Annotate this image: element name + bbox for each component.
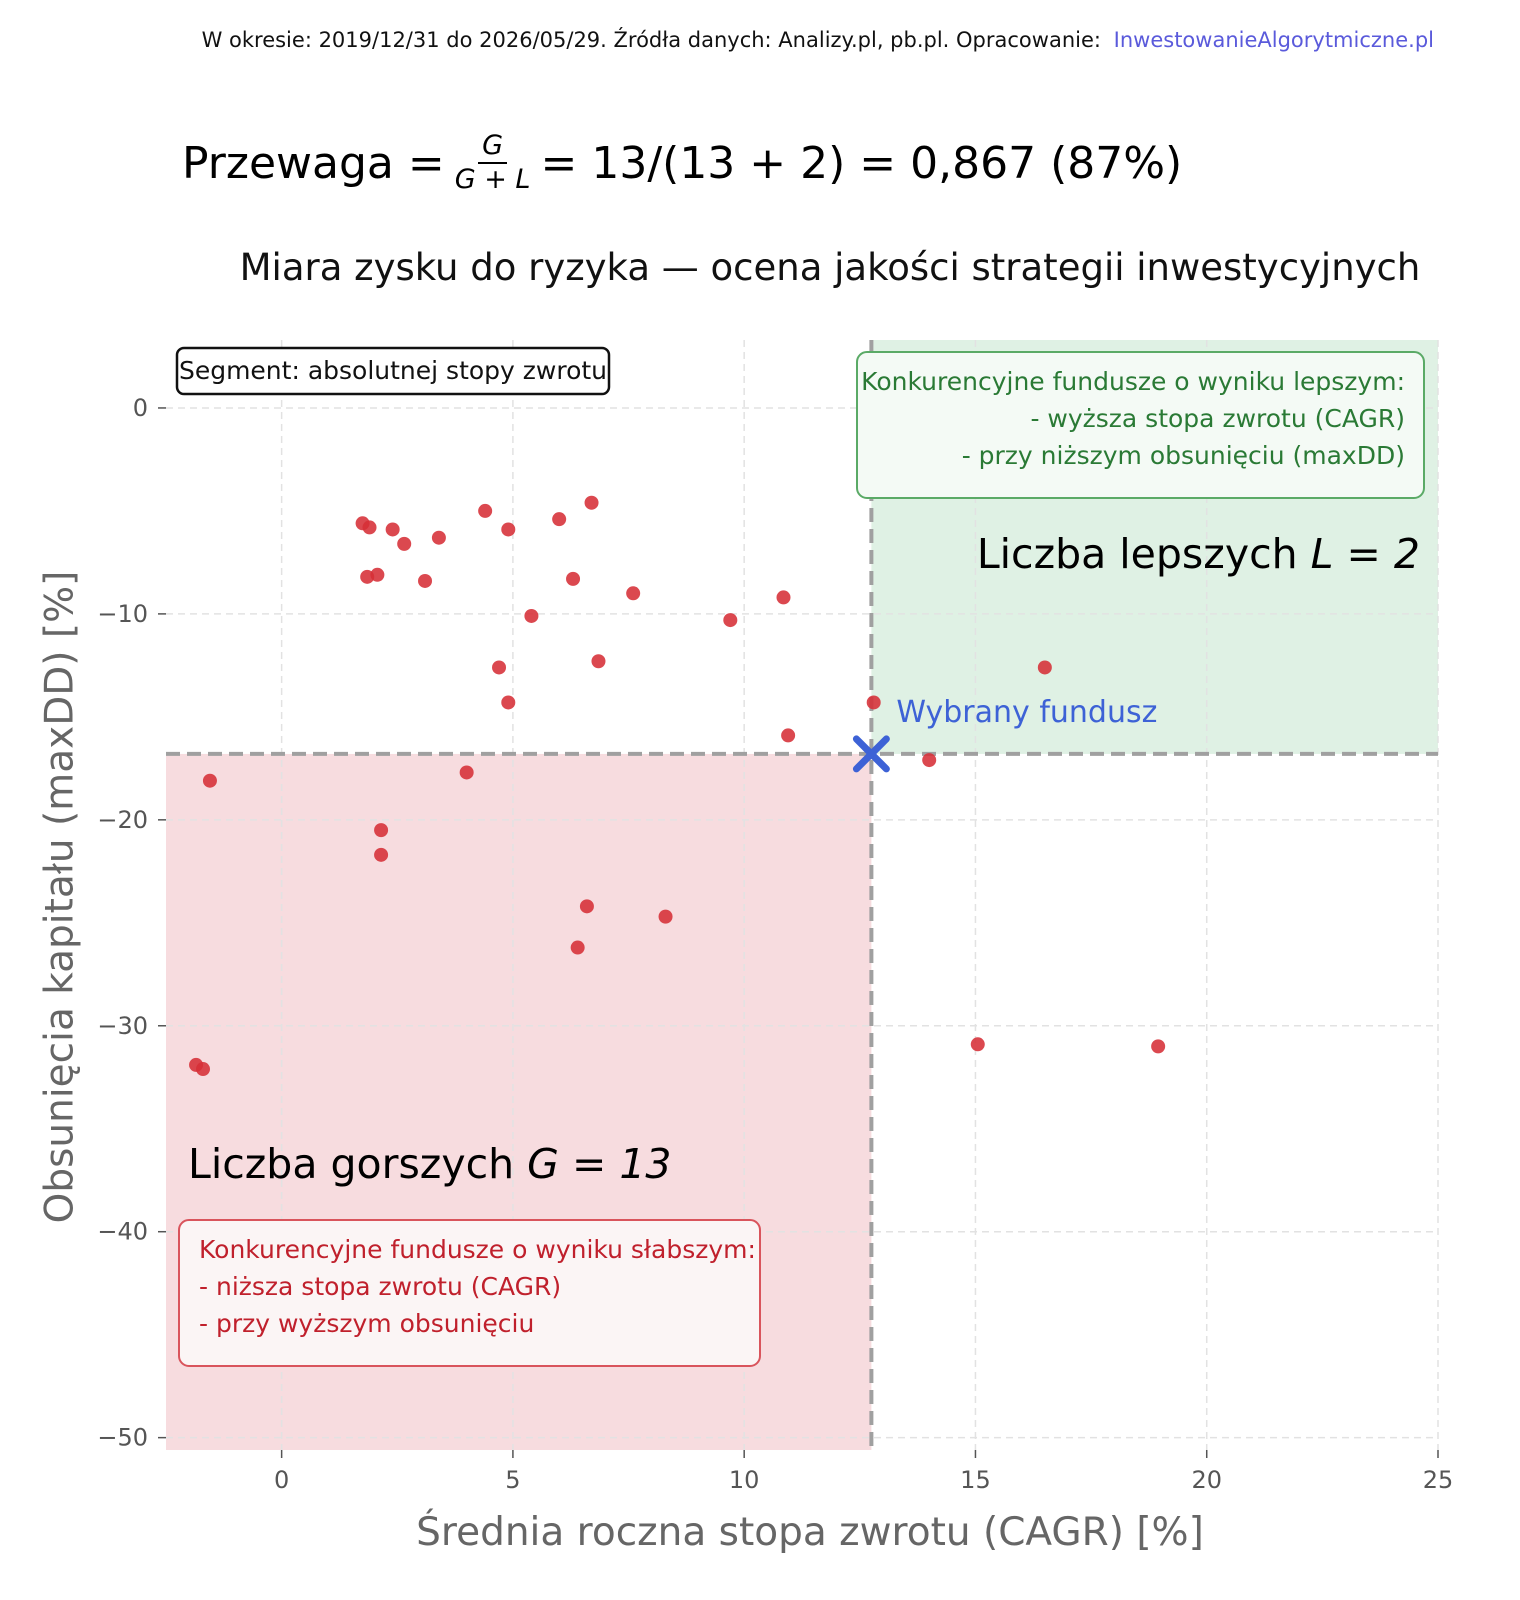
y-axis-label: Obsunięcia kapitału (maxDD) [%] bbox=[37, 570, 83, 1224]
fund-point bbox=[362, 520, 377, 535]
formula-rhs: = 13/(13 + 2) = 0,867 (87%) bbox=[540, 137, 1183, 189]
worse-info-line: Konkurencyjne fundusze o wyniku słabszym… bbox=[199, 1235, 756, 1264]
x-tick-label: 0 bbox=[274, 1466, 289, 1494]
better-count-label: Liczba lepszych bbox=[977, 530, 1311, 578]
y-tick-label: −30 bbox=[97, 1012, 148, 1040]
fund-point bbox=[501, 522, 516, 537]
better-info-box bbox=[856, 351, 1425, 499]
fund-point bbox=[418, 573, 433, 588]
better-count-value: L = 2 bbox=[1311, 530, 1420, 578]
fund-point bbox=[1151, 1039, 1166, 1054]
better-info-line: Konkurencyjne fundusze o wyniku lepszym: bbox=[861, 367, 1405, 396]
formula-lhs: Przewaga = bbox=[182, 137, 445, 189]
fund-point bbox=[866, 695, 881, 710]
fund-point bbox=[397, 536, 412, 551]
worse-info-line: - przy wyższym obsunięciu bbox=[199, 1309, 534, 1338]
selected-fund-marker bbox=[852, 735, 890, 773]
segment-label: Segment: absolutnej stopy zwrotu bbox=[179, 356, 607, 385]
fund-point bbox=[459, 765, 474, 780]
source-note: W okresie: 2019/12/31 do 2026/05/29. Źró… bbox=[202, 28, 1434, 52]
fund-point bbox=[584, 495, 599, 510]
formula-numerator: G bbox=[478, 131, 508, 165]
x-axis-label: Średnia roczna stopa zwrotu (CAGR) [%] bbox=[416, 1510, 1204, 1555]
fund-point bbox=[1037, 660, 1052, 675]
y-tick-label: −10 bbox=[97, 600, 148, 628]
fund-point bbox=[370, 567, 385, 582]
worse-count: Liczba gorszych G = 13 bbox=[188, 1140, 672, 1188]
segment-box bbox=[175, 346, 611, 396]
worse-count-value: G = 13 bbox=[527, 1140, 671, 1188]
fund-point bbox=[922, 753, 937, 768]
fund-point bbox=[566, 571, 581, 586]
selected-fund-label: Wybrany fundusz bbox=[896, 695, 1157, 730]
x-tick-label: 15 bbox=[960, 1466, 991, 1494]
fund-point bbox=[431, 530, 446, 545]
y-tick-label: −40 bbox=[97, 1218, 148, 1246]
better-count: Liczba lepszych L = 2 bbox=[977, 530, 1420, 578]
fund-point bbox=[196, 1062, 211, 1077]
worse-info-line: - niższa stopa zwrotu (CAGR) bbox=[199, 1272, 561, 1301]
fund-point bbox=[970, 1037, 985, 1052]
fund-point bbox=[723, 613, 738, 628]
fund-point bbox=[478, 503, 493, 518]
formula-fraction: G G + L bbox=[454, 131, 531, 196]
y-tick-label: −50 bbox=[97, 1424, 148, 1452]
fund-point bbox=[524, 608, 539, 623]
y-tick-label: −20 bbox=[97, 806, 148, 834]
better-info-line: - przy niższym obsunięciu (maxDD) bbox=[962, 441, 1405, 470]
x-tick-label: 5 bbox=[505, 1466, 520, 1494]
worse-count-label: Liczba gorszych bbox=[188, 1140, 527, 1188]
fund-point bbox=[374, 823, 389, 838]
fund-point bbox=[552, 512, 567, 527]
worse-info-box bbox=[178, 1219, 761, 1367]
source-text: W okresie: 2019/12/31 do 2026/05/29. Źró… bbox=[201, 28, 1101, 52]
fund-point bbox=[776, 590, 791, 605]
formula-denominator: G + L bbox=[454, 164, 531, 196]
fund-point bbox=[501, 695, 516, 710]
fund-point bbox=[626, 586, 641, 601]
fund-point bbox=[591, 654, 606, 669]
y-tick-label: 0 bbox=[133, 394, 148, 422]
fund-point bbox=[202, 773, 217, 788]
chart-title: Miara zysku do ryzyka — ocena jakości st… bbox=[239, 246, 1421, 289]
fund-point bbox=[385, 522, 400, 537]
advantage-formula: Przewaga = G G + L = 13/(13 + 2) = 0,867… bbox=[182, 131, 1183, 196]
x-tick-label: 10 bbox=[729, 1466, 760, 1494]
fund-point bbox=[492, 660, 507, 675]
fund-point bbox=[658, 909, 673, 924]
better-info-line: - wyższa stopa zwrotu (CAGR) bbox=[1030, 404, 1405, 433]
x-tick-label: 20 bbox=[1191, 1466, 1222, 1494]
fund-point bbox=[570, 940, 585, 955]
brand-link[interactable]: InwestowanieAlgorytmiczne.pl bbox=[1113, 28, 1434, 52]
x-tick-label: 25 bbox=[1423, 1466, 1454, 1494]
selected-marker-stroke bbox=[852, 735, 890, 773]
fund-point bbox=[781, 728, 796, 743]
fund-point bbox=[374, 847, 389, 862]
fund-point bbox=[579, 899, 594, 914]
